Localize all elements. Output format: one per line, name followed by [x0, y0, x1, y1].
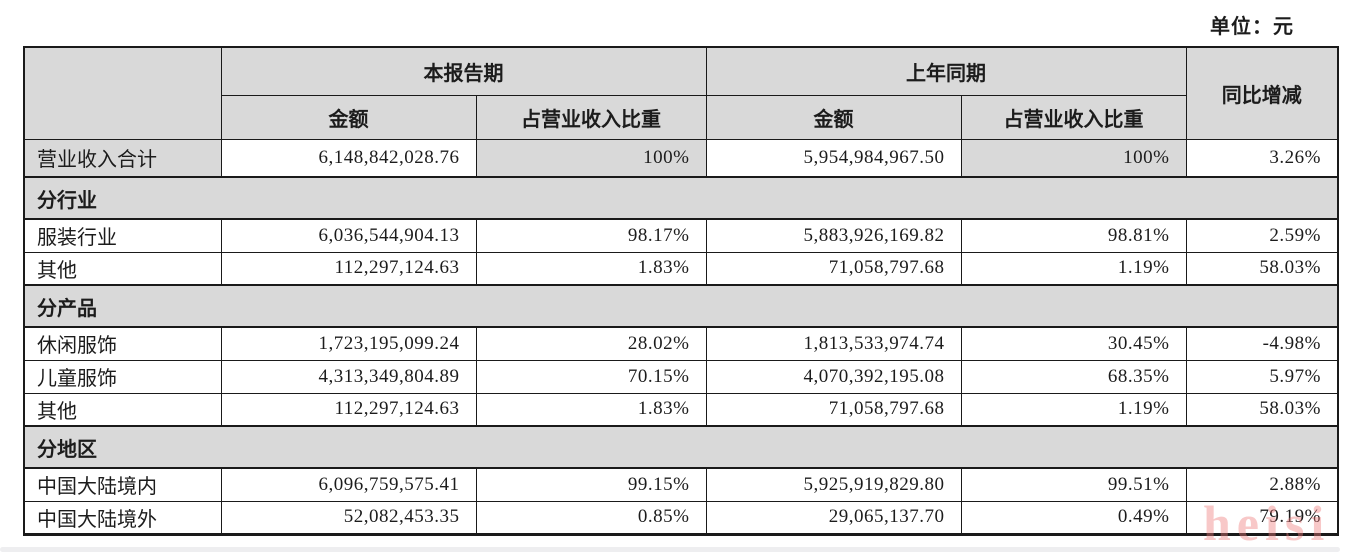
yoy-cell: 3.26%	[1185, 138, 1339, 178]
scan-artifact-smudge	[0, 547, 1340, 552]
row-label-cell: 其他	[23, 392, 222, 427]
table-row-mainland-china: 中国大陆境内 6,096,759,575.41 99.15% 5,925,919…	[23, 467, 1339, 502]
table-row-industry-other: 其他 112,297,124.63 1.83% 71,058,797.68 1.…	[23, 251, 1339, 286]
ratio-current-cell: 28.02%	[475, 326, 707, 361]
ratio-prior-cell: 1.19%	[960, 392, 1187, 427]
yoy-cell: 79.19%	[1185, 500, 1339, 536]
amount-prior-cell: 5,883,926,169.82	[705, 218, 962, 253]
section-label-cell: 分产品	[23, 284, 1339, 328]
amount-current-cell: 112,297,124.63	[220, 392, 477, 427]
amount-current-cell: 6,096,759,575.41	[220, 467, 477, 502]
row-label-cell: 服装行业	[23, 218, 222, 253]
ratio-current-cell: 0.85%	[475, 500, 707, 536]
yoy-cell: 58.03%	[1185, 392, 1339, 427]
ratio-current-cell: 70.15%	[475, 359, 707, 394]
amount-prior-cell: 29,065,137.70	[705, 500, 962, 536]
amount-current-cell: 4,313,349,804.89	[220, 359, 477, 394]
ratio-prior-cell: 100%	[960, 138, 1187, 178]
col-header-yoy-change: 同比增减	[1185, 46, 1339, 140]
ratio-prior-cell: 1.19%	[960, 251, 1187, 286]
row-label-cell: 中国大陆境内	[23, 467, 222, 502]
amount-prior-cell: 5,954,984,967.50	[705, 138, 962, 178]
table-row-total-revenue: 营业收入合计 6,148,842,028.76 100% 5,954,984,9…	[23, 138, 1339, 178]
header-row-measures: 金额 占营业收入比重 金额 占营业收入比重	[24, 94, 1338, 140]
col-header-amount-prior: 金额	[705, 94, 962, 140]
section-row-by-industry: 分行业	[23, 176, 1339, 220]
ratio-current-cell: 99.15%	[475, 467, 707, 502]
amount-current-cell: 52,082,453.35	[220, 500, 477, 536]
corner-blank-cell	[23, 46, 222, 140]
ratio-current-cell: 1.83%	[475, 392, 707, 427]
amount-current-cell: 6,036,544,904.13	[220, 218, 477, 253]
unit-label: 单位：元	[1210, 16, 1294, 38]
row-label-cell: 儿童服饰	[23, 359, 222, 394]
section-label-cell: 分地区	[23, 425, 1339, 469]
row-label-cell: 休闲服饰	[23, 326, 222, 361]
table-row-outside-mainland: 中国大陆境外 52,082,453.35 0.85% 29,065,137.70…	[23, 500, 1339, 536]
ratio-prior-cell: 30.45%	[960, 326, 1187, 361]
table-row-apparel-industry: 服装行业 6,036,544,904.13 98.17% 5,883,926,1…	[23, 218, 1339, 253]
ratio-prior-cell: 0.49%	[960, 500, 1187, 536]
amount-prior-cell: 71,058,797.68	[705, 392, 962, 427]
yoy-cell: 58.03%	[1185, 251, 1339, 286]
ratio-current-cell: 1.83%	[475, 251, 707, 286]
yoy-cell: 2.59%	[1185, 218, 1339, 253]
col-header-ratio-current: 占营业收入比重	[475, 94, 707, 140]
section-row-by-region: 分地区	[23, 425, 1339, 469]
amount-prior-cell: 5,925,919,829.80	[705, 467, 962, 502]
header-row-periods: 本报告期 上年同期 同比增减	[23, 46, 1339, 140]
amount-current-cell: 1,723,195,099.24	[220, 326, 477, 361]
section-row-by-product: 分产品	[23, 284, 1339, 328]
col-header-ratio-prior: 占营业收入比重	[960, 94, 1187, 140]
yoy-cell: 2.88%	[1185, 467, 1339, 502]
table-row-product-other: 其他 112,297,124.63 1.83% 71,058,797.68 1.…	[23, 392, 1339, 427]
col-header-current-period: 本报告期	[220, 46, 707, 96]
row-label-cell: 中国大陆境外	[23, 500, 222, 536]
amount-current-cell: 112,297,124.63	[220, 251, 477, 286]
ratio-current-cell: 100%	[475, 138, 707, 178]
row-label-cell: 其他	[23, 251, 222, 286]
revenue-breakdown-table: 本报告期 上年同期 同比增减 金额 占营业收入比重 金额 占营业收入比重 营业收…	[23, 46, 1339, 536]
ratio-prior-cell: 68.35%	[960, 359, 1187, 394]
amount-prior-cell: 1,813,533,974.74	[705, 326, 962, 361]
ratio-prior-cell: 99.51%	[960, 467, 1187, 502]
ratio-current-cell: 98.17%	[475, 218, 707, 253]
ratio-prior-cell: 98.81%	[960, 218, 1187, 253]
row-label-cell: 营业收入合计	[23, 138, 222, 178]
yoy-cell: -4.98%	[1185, 326, 1339, 361]
yoy-cell: 5.97%	[1185, 359, 1339, 394]
table-row-casual-wear: 休闲服饰 1,723,195,099.24 28.02% 1,813,533,9…	[23, 326, 1339, 361]
amount-prior-cell: 71,058,797.68	[705, 251, 962, 286]
section-label-cell: 分行业	[23, 176, 1339, 220]
amount-prior-cell: 4,070,392,195.08	[705, 359, 962, 394]
col-header-prior-period: 上年同期	[705, 46, 1187, 96]
amount-current-cell: 6,148,842,028.76	[220, 138, 477, 178]
table-row-children-wear: 儿童服饰 4,313,349,804.89 70.15% 4,070,392,1…	[23, 359, 1339, 394]
col-header-amount-current: 金额	[220, 94, 477, 140]
